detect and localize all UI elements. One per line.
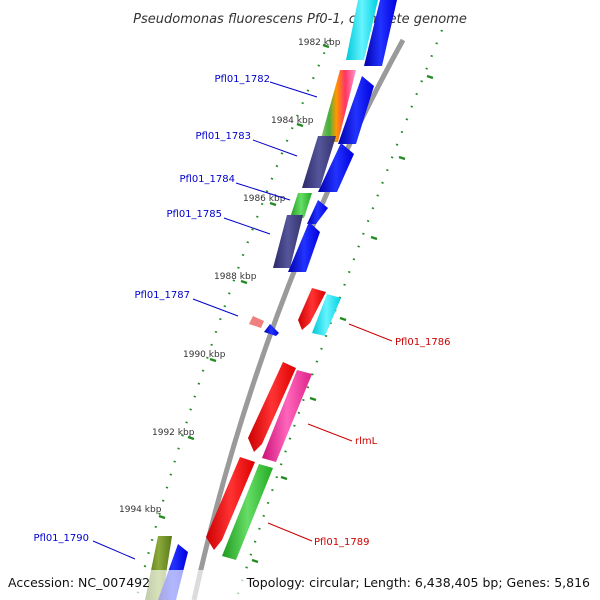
- gene-Pfl01_1784-block[interactable]: [290, 193, 312, 218]
- leader-lines: [92, 81, 393, 560]
- gene-Pfl01_1786-arrow[interactable]: [298, 288, 326, 330]
- gene-arrow-blue[interactable]: [364, 0, 397, 66]
- gene-label-Pfl01_1786[interactable]: Pfl01_1786: [395, 337, 451, 348]
- tick-label-1994: 1994 kbp: [119, 505, 162, 515]
- gene-rlmL-block[interactable]: [262, 370, 312, 462]
- tick-label-1982: 1982 kbp: [298, 38, 341, 48]
- gene-Pfl01_1784-arrow[interactable]: [307, 200, 328, 224]
- footer-backdrop: [0, 570, 600, 600]
- inner-major-ticks: [158, 43, 330, 520]
- tick-label-1992: 1992 kbp: [152, 428, 195, 438]
- outer-major-ticks: [251, 74, 434, 564]
- gene-Pfl01_1783-block[interactable]: [302, 136, 336, 188]
- tick-label-1988: 1988 kbp: [214, 272, 257, 282]
- gene-label-Pfl01_1783[interactable]: Pfl01_1783: [195, 131, 251, 142]
- gene-Pfl01_1789-block[interactable]: [222, 464, 273, 560]
- reverse-strand-genes: [206, 288, 341, 560]
- gene-Pfl01_1785-block[interactable]: [273, 215, 303, 268]
- gene-Pfl01_1782-arrow[interactable]: [338, 76, 374, 144]
- tick-label-1990: 1990 kbp: [183, 350, 226, 360]
- map-title: Pseudomonas fluorescens Pf0-1, complete …: [133, 12, 467, 27]
- gene-Pfl01_1787-arrow[interactable]: [264, 324, 279, 336]
- gene-label-Pfl01_1789[interactable]: Pfl01_1789: [314, 537, 370, 548]
- tick-label-1984: 1984 kbp: [271, 116, 314, 126]
- gene-label-Pfl01_1785[interactable]: Pfl01_1785: [166, 209, 222, 220]
- gene-label-Pfl01_1784[interactable]: Pfl01_1784: [179, 174, 235, 185]
- topology-text: Topology: circular; Length: 6,438,405 bp…: [246, 575, 590, 590]
- gene-Pfl01_1786-block[interactable]: [312, 294, 341, 336]
- gene-label-rlmL[interactable]: rlmL: [355, 436, 378, 447]
- gene-Pfl01_1783-arrow[interactable]: [318, 143, 354, 192]
- tick-label-1986: 1986 kbp: [243, 194, 286, 204]
- gene-label-Pfl01_1782[interactable]: Pfl01_1782: [214, 74, 270, 85]
- gene-label-Pfl01_1790[interactable]: Pfl01_1790: [33, 533, 89, 544]
- gene-Pfl01_1782-block[interactable]: [320, 70, 356, 142]
- gene-block-cyan[interactable]: [346, 0, 378, 60]
- gene-Pfl01_1785-arrow[interactable]: [288, 222, 320, 272]
- gene-rlmL-arrow[interactable]: [248, 362, 296, 452]
- gene-Pfl01_1787-block[interactable]: [249, 316, 264, 328]
- gene-label-Pfl01_1787[interactable]: Pfl01_1787: [134, 290, 190, 301]
- gene-Pfl01_1789-arrow[interactable]: [206, 457, 255, 550]
- accession-text: Accession: NC_007492: [8, 575, 150, 590]
